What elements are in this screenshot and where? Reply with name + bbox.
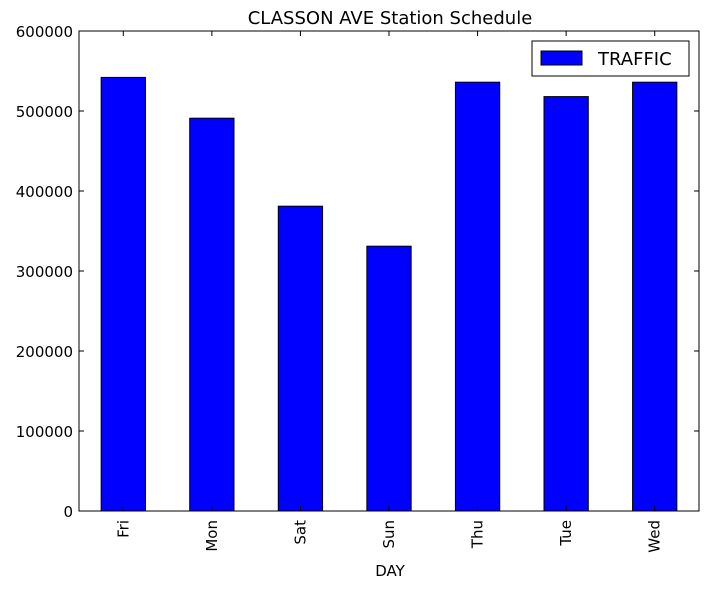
x-axis-label: DAY — [375, 562, 405, 580]
y-tick-label: 400000 — [16, 183, 73, 201]
legend: TRAFFIC — [531, 40, 690, 77]
y-tick-label: 300000 — [16, 263, 73, 281]
y-tick-label: 600000 — [16, 23, 73, 41]
y-tick-label: 100000 — [16, 423, 73, 441]
x-tick-label: Sun — [380, 520, 398, 549]
x-tick-label: Tue — [557, 520, 575, 547]
bar-wed — [632, 81, 678, 512]
legend-label-traffic: TRAFFIC — [597, 49, 672, 70]
bars-group — [100, 76, 678, 512]
bar-fri — [100, 76, 146, 512]
bar-tue — [543, 96, 589, 512]
chart-title: CLASSON AVE Station Schedule — [248, 8, 533, 29]
x-tick-label: Fri — [114, 520, 132, 538]
x-tick-label: Sat — [291, 520, 309, 545]
legend-swatch — [540, 50, 583, 66]
y-axis: 0 100000 200000 300000 400000 500000 600000 — [16, 23, 699, 521]
bar-thu — [454, 81, 501, 512]
x-tick-label: Thu — [469, 520, 487, 549]
bar-sat — [277, 205, 324, 512]
y-tick-label: 0 — [63, 503, 73, 521]
x-axis: Fri Mon Sat Sun Thu Tue Wed — [114, 31, 664, 553]
x-tick-label: Wed — [646, 520, 664, 553]
bar-mon — [189, 117, 235, 512]
y-tick-label: 200000 — [16, 343, 73, 361]
y-tick-label: 500000 — [16, 103, 73, 121]
x-tick-label: Mon — [203, 520, 221, 552]
bar-sun — [366, 245, 412, 512]
